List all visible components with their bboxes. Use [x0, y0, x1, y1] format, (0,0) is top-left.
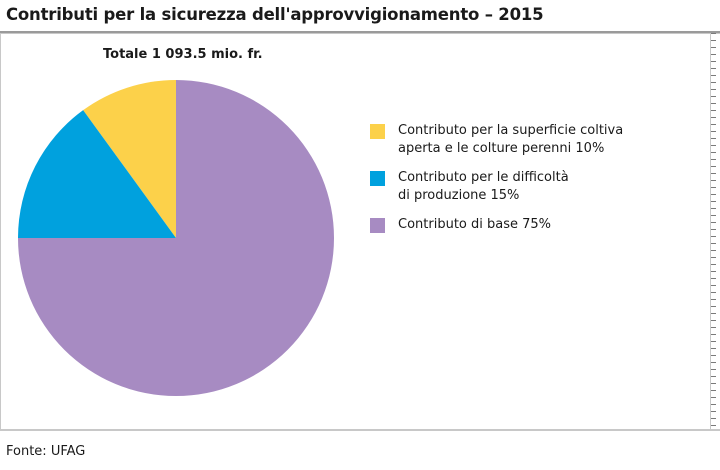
title-bar: Contributi per la sicurezza dell'approvv…	[0, 0, 720, 33]
legend-item-3: Contributo di base 75%	[370, 216, 700, 234]
chart-subtitle: Totale 1 093.5 mio. fr.	[103, 47, 263, 62]
legend-item-1: Contributo per la superficie coltiva aper…	[370, 122, 700, 158]
pie-slice-3	[18, 80, 334, 396]
legend-label: aperta e le colture perenni 10%	[398, 141, 605, 156]
legend-label: Contributo per le difficoltà	[398, 170, 569, 185]
legend-label: di produzione 15%	[398, 188, 520, 203]
footer-divider	[0, 430, 720, 431]
legend-label: Contributo di base 75%	[398, 217, 552, 232]
pie-slice-2	[18, 110, 176, 238]
pie-slice-1	[83, 80, 176, 238]
legend-item-2: Contributo per le difficoltà di produzion…	[370, 169, 700, 205]
legend-swatch	[370, 218, 385, 233]
legend-swatch	[370, 171, 385, 186]
legend-label: Contributo per la superficie coltiva	[398, 123, 624, 138]
side-ruler	[710, 33, 720, 430]
source-note: Fonte: UFAG	[6, 444, 86, 459]
legend-swatch	[370, 124, 385, 139]
legend: Contributo per la superficie coltiva aper…	[370, 122, 700, 245]
chart-title: Contributi per la sicurezza dell'approvv…	[6, 5, 544, 24]
